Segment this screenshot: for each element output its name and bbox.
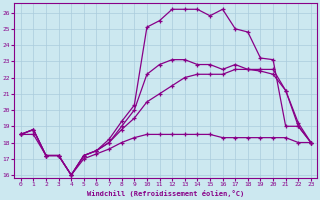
X-axis label: Windchill (Refroidissement éolien,°C): Windchill (Refroidissement éolien,°C) — [87, 190, 244, 197]
